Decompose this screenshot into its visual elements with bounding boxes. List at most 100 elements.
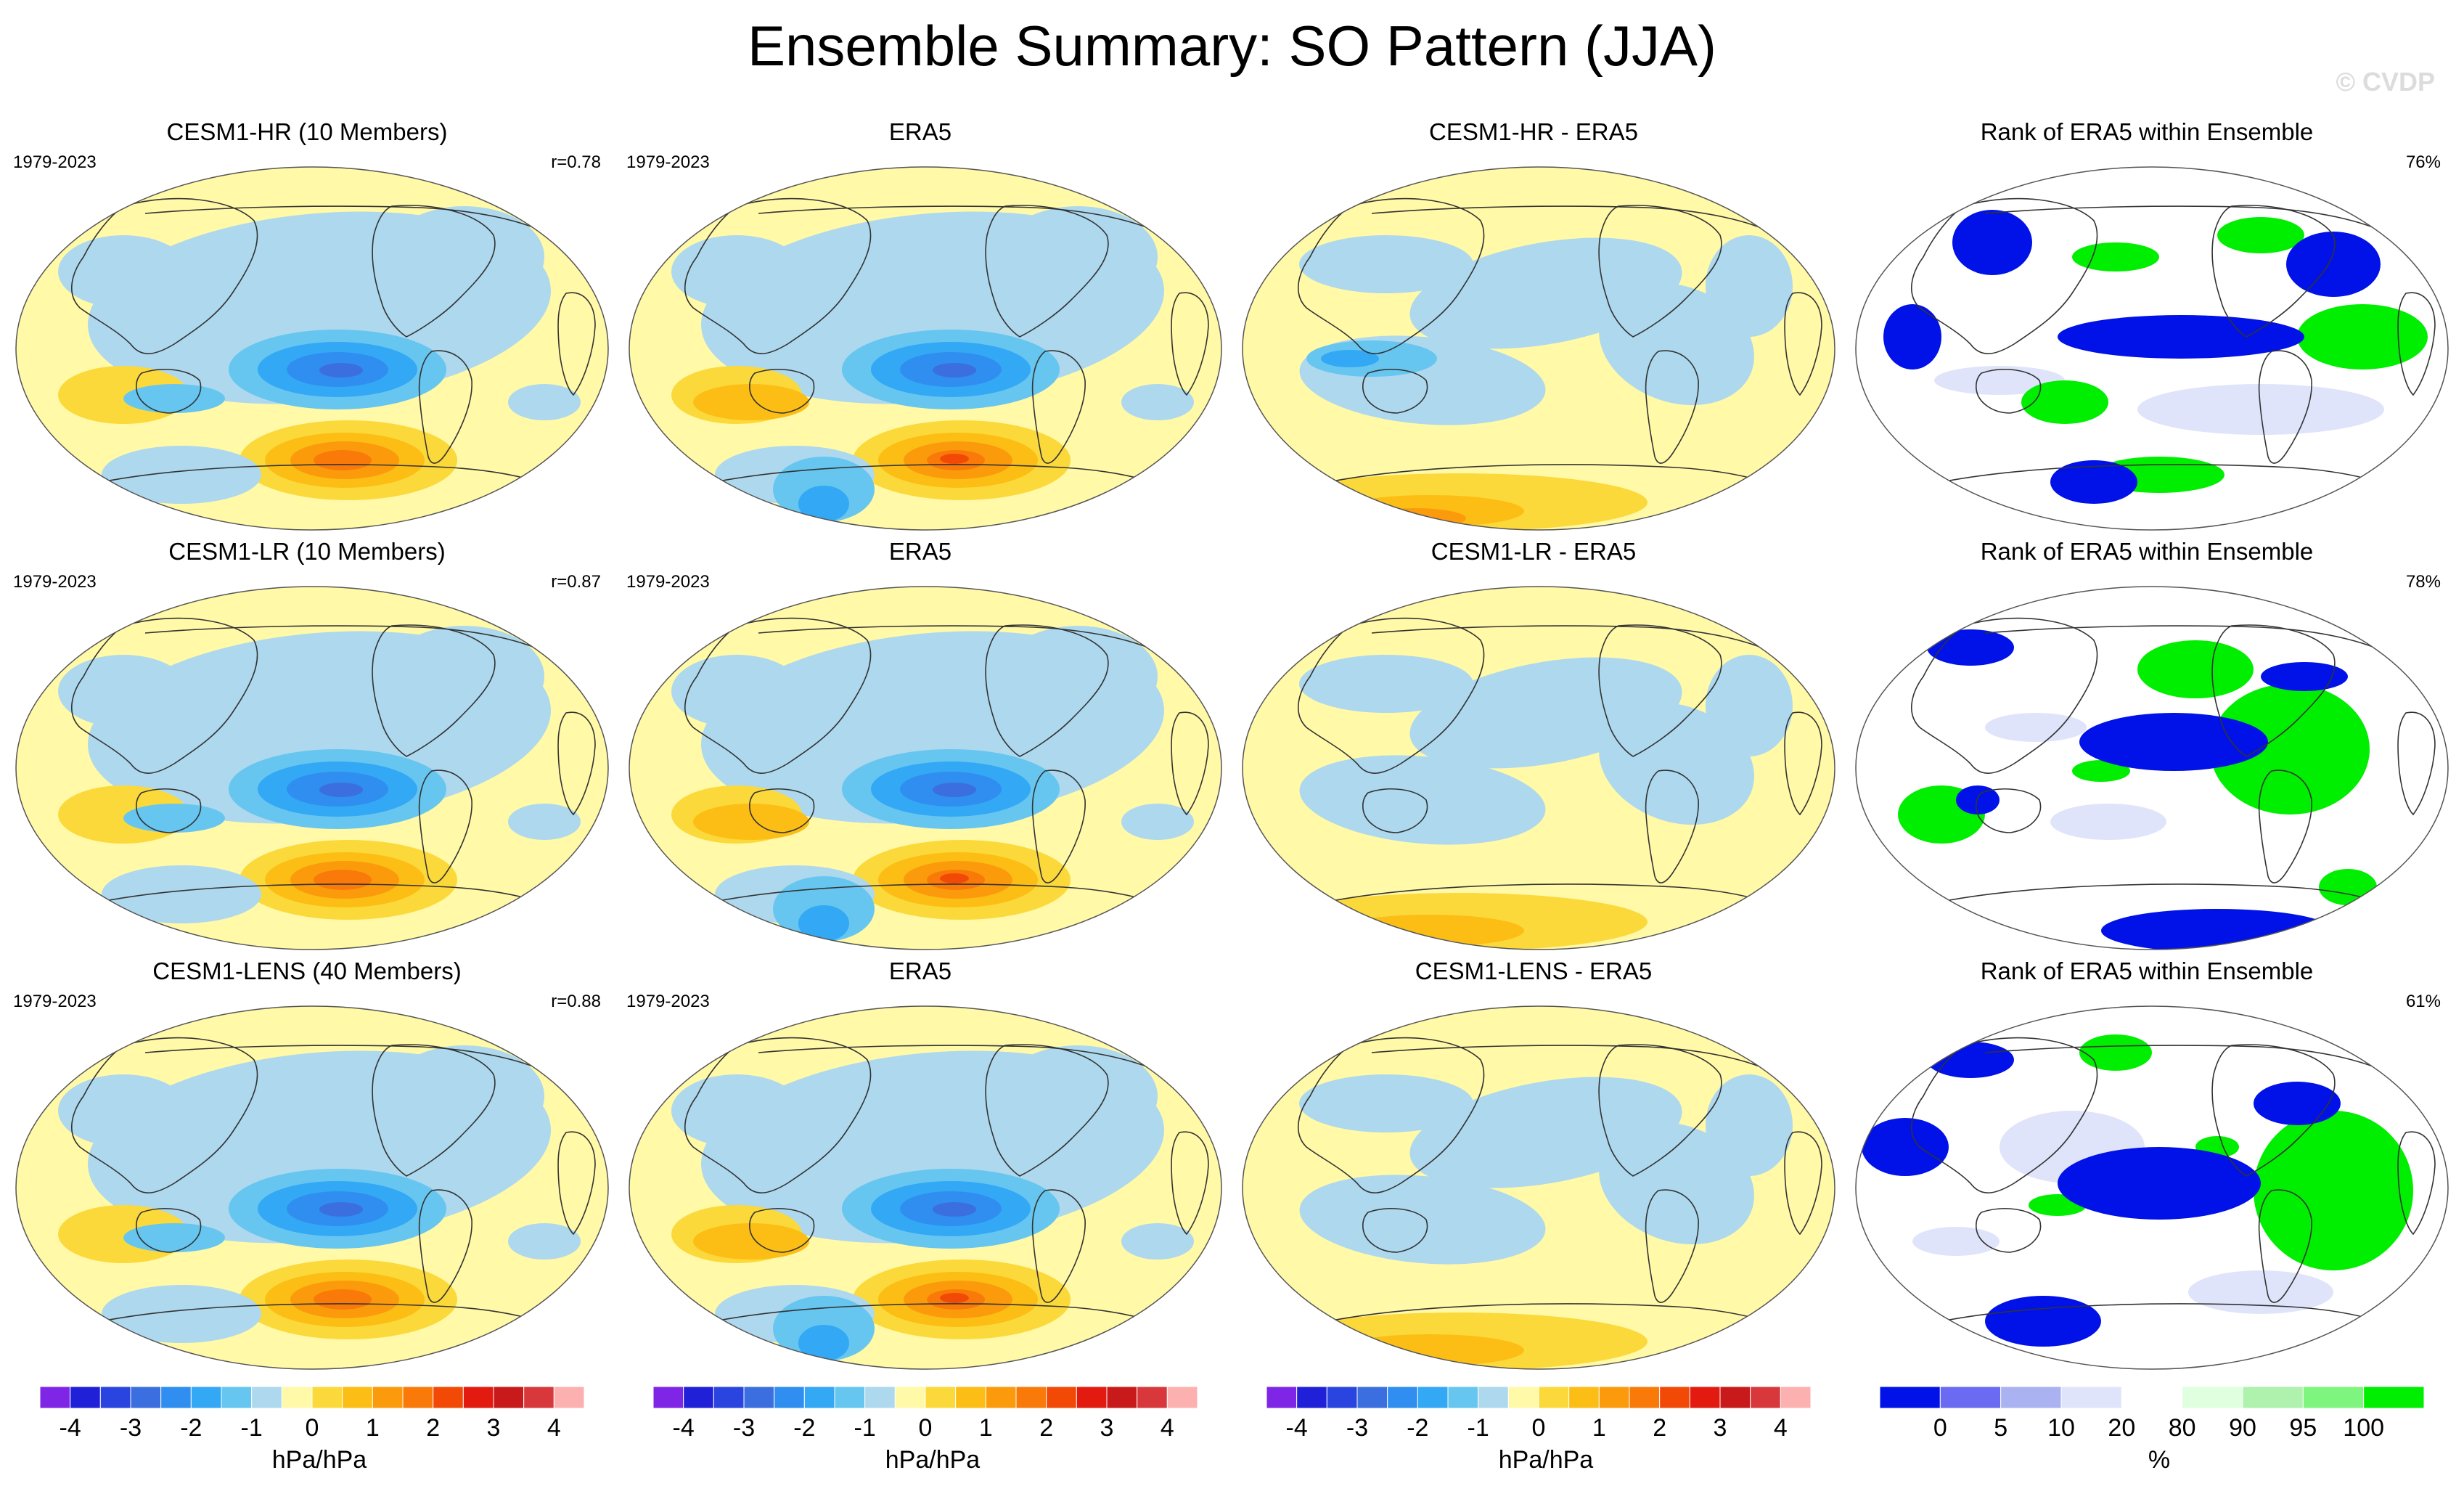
negative-anomaly	[1299, 235, 1473, 293]
colorbar-tick-label: 0	[919, 1414, 933, 1442]
colorbar-swatch	[493, 1386, 525, 1409]
globe-map	[1855, 586, 2449, 950]
globe-map	[629, 166, 1222, 531]
map-panel: CESM1-LENS - ERA5	[1232, 957, 1835, 1374]
globe-map	[15, 1005, 609, 1370]
colorbar-swatch	[1387, 1386, 1418, 1409]
period-label: 1979-2023	[626, 992, 710, 1011]
coastline	[372, 624, 496, 757]
negative-anomaly	[102, 1285, 261, 1343]
rank-near-median	[2050, 804, 2166, 840]
negative-anomaly	[798, 486, 849, 522]
colorbar-swatch	[1478, 1386, 1509, 1409]
negative-anomaly	[798, 905, 849, 942]
panel-title: Rank of ERA5 within Ensemble	[1980, 118, 2314, 145]
colorbar-graphic: -4 -3 -2 -1 0 1 2 3 4	[1266, 1386, 1812, 1442]
coastline	[1371, 625, 1779, 656]
colorbar-swatch	[1166, 1386, 1198, 1409]
coastline	[557, 292, 596, 396]
colorbar-swatch	[402, 1386, 434, 1409]
coastline	[144, 205, 552, 236]
page-title: Ensemble Summary: SO Pattern (JJA)	[747, 14, 1717, 78]
rank-near-median	[2188, 1270, 2333, 1314]
colorbar-swatch	[553, 1386, 585, 1409]
colorbar-swatch	[160, 1386, 192, 1409]
negative-anomaly	[1121, 804, 1194, 840]
rank-low	[1985, 1296, 2101, 1347]
coastline	[2211, 624, 2336, 757]
coastline	[758, 625, 1166, 656]
coastline	[144, 1045, 552, 1075]
colorbar-swatch	[2182, 1386, 2243, 1409]
colorbar-tick-label: -1	[854, 1414, 876, 1442]
negative-anomaly	[1706, 235, 1793, 337]
colorbar-swatch	[683, 1386, 714, 1409]
coastline	[758, 1045, 1166, 1075]
colorbar-swatch	[523, 1386, 554, 1409]
coastline	[1362, 1208, 1428, 1253]
globe-outline	[629, 1005, 1222, 1370]
positive-anomaly	[693, 1223, 809, 1260]
negative-anomaly	[58, 1074, 189, 1147]
negative-anomaly	[385, 626, 544, 727]
panel-title: Rank of ERA5 within Ensemble	[1980, 538, 2314, 565]
statistic-label: 61%	[2405, 992, 2441, 1011]
negative-anomaly	[1299, 1175, 1546, 1265]
coastline	[136, 369, 202, 414]
coastline	[1171, 1131, 1209, 1236]
colorbar-swatch	[1266, 1386, 1298, 1409]
negative-anomaly	[1321, 350, 1379, 367]
rank-low	[2058, 315, 2304, 359]
colorbar-tick-label: -4	[673, 1414, 695, 1442]
coastline	[1362, 369, 1428, 414]
colorbar-swatch	[2060, 1386, 2122, 1409]
colorbar-unit: %	[2148, 1446, 2171, 1474]
rank-low	[1927, 629, 2014, 666]
colorbar-swatch	[1076, 1386, 1108, 1409]
rank-high	[2137, 640, 2254, 698]
colorbar-graphic: -4 -3 -2 -1 0 1 2 3 4	[653, 1386, 1198, 1442]
negative-anomaly	[319, 363, 363, 377]
period-label: 1979-2023	[13, 992, 97, 1011]
positive-anomaly	[314, 450, 372, 470]
colorbar-tick-label: 3	[1714, 1414, 1727, 1442]
positive-anomaly	[693, 804, 809, 840]
rank-near-median	[1912, 1227, 2000, 1256]
colorbar-tick-label: 2	[426, 1414, 440, 1442]
negative-anomaly	[1121, 1223, 1194, 1260]
coastline	[1976, 788, 2042, 833]
colorbar-tick-label: 0	[1933, 1414, 1947, 1442]
map-panel: Rank of ERA5 within Ensemble 61%	[1846, 957, 2449, 1374]
coastline	[1598, 205, 1722, 338]
map-panel: CESM1-LR - ERA5	[1232, 537, 1835, 955]
globe-outline	[15, 1005, 609, 1370]
negative-anomaly	[385, 1045, 544, 1147]
negative-anomaly	[1706, 655, 1793, 756]
period-label: 1979-2023	[626, 152, 710, 172]
positive-anomaly	[940, 873, 969, 883]
rank-low	[2254, 1082, 2341, 1125]
rank-low	[1952, 210, 2032, 275]
globe-map	[1855, 166, 2449, 531]
colorbar-graphic: 0 5 10 20 80 90 95 100	[1880, 1386, 2425, 1442]
negative-anomaly	[123, 384, 225, 413]
colorbar-swatch	[462, 1386, 494, 1409]
coastline	[71, 1037, 258, 1193]
colorbar-swatch	[99, 1386, 131, 1409]
colorbar-swatch	[1939, 1386, 2002, 1409]
colorbar-tick-label: 100	[2343, 1414, 2384, 1442]
colorbar-swatch	[311, 1386, 343, 1409]
coastline	[372, 205, 496, 338]
coastline	[2258, 1189, 2312, 1303]
coastline	[1911, 1037, 2098, 1193]
colorbar-unit: hPa/hPa	[885, 1446, 981, 1474]
rank-high	[2079, 1034, 2152, 1071]
colorbar-swatch	[190, 1386, 222, 1409]
coastline	[1298, 197, 1485, 354]
map-panel: ERA5 1979-2023	[619, 537, 1222, 955]
colorbar-swatch	[2302, 1386, 2365, 1409]
colorbar-swatch	[1880, 1386, 1941, 1409]
coastline	[1371, 205, 1779, 236]
colorbar-swatch	[1447, 1386, 1479, 1409]
colorbar-tick-label: 3	[487, 1414, 501, 1442]
